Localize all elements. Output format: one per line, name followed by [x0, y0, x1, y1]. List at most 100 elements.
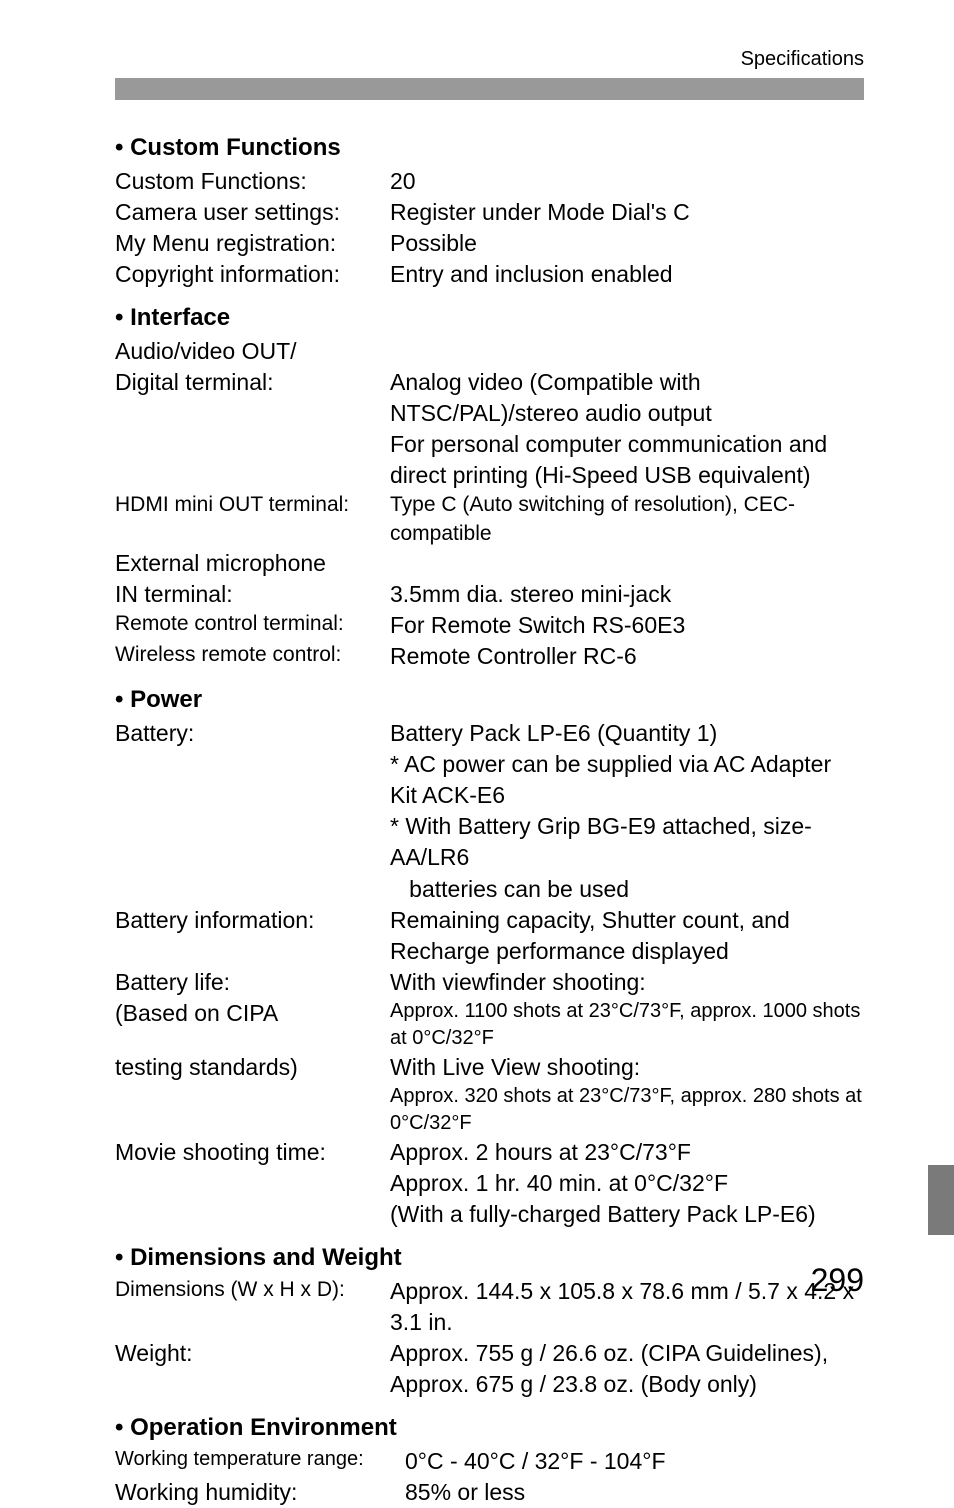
spec-label: My Menu registration: — [115, 228, 390, 259]
spec-row: Audio/video OUT/ — [115, 336, 864, 367]
section-custom-functions: Custom Functions: 20 Camera user setting… — [115, 166, 864, 290]
spec-row: Copyright information: Entry and inclusi… — [115, 259, 864, 290]
section-title-custom-functions: • Custom Functions — [115, 134, 864, 162]
spec-label: IN terminal: — [115, 579, 390, 610]
spec-row: Camera user settings: Register under Mod… — [115, 197, 864, 228]
spec-row: Custom Functions: 20 — [115, 166, 864, 197]
spec-label: Battery: — [115, 718, 390, 749]
spec-value: For Remote Switch RS-60E3 — [390, 610, 864, 641]
spec-value: Type C (Auto switching of resolution), C… — [390, 491, 864, 548]
spec-row: Approx. 675 g / 23.8 oz. (Body only) — [115, 1369, 864, 1400]
spec-label — [115, 1369, 390, 1400]
spec-label: External microphone — [115, 548, 390, 579]
spec-label: Copyright information: — [115, 259, 390, 290]
spec-value: Possible — [390, 228, 864, 259]
spec-row: Battery information: Remaining capacity,… — [115, 905, 864, 967]
spec-value — [390, 336, 864, 367]
spec-label: Custom Functions: — [115, 166, 390, 197]
spec-value: Remaining capacity, Shutter count, and R… — [390, 905, 864, 967]
spec-row: Weight: Approx. 755 g / 26.6 oz. (CIPA G… — [115, 1338, 864, 1369]
spec-label: Wireless remote control: — [115, 641, 390, 672]
spec-value: Approx. 2 hours at 23°C/73°F — [390, 1137, 864, 1168]
section-power: Battery: Battery Pack LP-E6 (Quantity 1)… — [115, 718, 864, 1230]
spec-value — [390, 548, 864, 579]
section-dimensions: Dimensions (W x H x D): Approx. 144.5 x … — [115, 1276, 864, 1400]
spec-value: 85% or less — [405, 1477, 864, 1508]
spec-label — [115, 1199, 390, 1230]
section-title-dimensions: • Dimensions and Weight — [115, 1244, 864, 1272]
side-tab — [928, 1165, 954, 1235]
spec-label: Weight: — [115, 1338, 390, 1369]
running-head: Specifications — [741, 48, 864, 71]
spec-value: Remote Controller RC-6 — [390, 641, 864, 672]
spec-row: Battery life: With viewfinder shooting: — [115, 967, 864, 998]
spec-row: testing standards) With Live View shooti… — [115, 1052, 864, 1083]
section-title-operation: • Operation Environment — [115, 1414, 864, 1442]
section-title-power: • Power — [115, 686, 864, 714]
spec-value: Approx. 320 shots at 23°C/73°F, approx. … — [390, 1083, 864, 1137]
spec-label: Working temperature range: — [115, 1446, 405, 1477]
spec-row: Movie shooting time: Approx. 2 hours at … — [115, 1137, 864, 1168]
spec-value: Analog video (Compatible with NTSC/PAL)/… — [390, 367, 864, 429]
spec-value: With viewfinder shooting: — [390, 967, 864, 998]
spec-value: Approx. 1 hr. 40 min. at 0°C/32°F — [390, 1168, 864, 1199]
spec-value: With Live View shooting: — [390, 1052, 864, 1083]
spec-value: Approx. 144.5 x 105.8 x 78.6 mm / 5.7 x … — [390, 1276, 864, 1338]
spec-label — [115, 811, 390, 904]
spec-value: Approx. 1100 shots at 23°C/73°F, approx.… — [390, 998, 864, 1052]
header-bar — [115, 78, 864, 100]
spec-row: My Menu registration: Possible — [115, 228, 864, 259]
spec-row: IN terminal: 3.5mm dia. stereo mini-jack — [115, 579, 864, 610]
spec-value: For personal computer communication and … — [390, 429, 864, 491]
spec-row: * AC power can be supplied via AC Adapte… — [115, 749, 864, 811]
spec-row: For personal computer communication and … — [115, 429, 864, 491]
spec-row: (Based on CIPA Approx. 1100 shots at 23°… — [115, 998, 864, 1052]
section-title-interface: • Interface — [115, 304, 864, 332]
spec-value: 3.5mm dia. stereo mini-jack — [390, 579, 864, 610]
spec-label: testing standards) — [115, 1052, 390, 1083]
spec-value: (With a fully-charged Battery Pack LP-E6… — [390, 1199, 864, 1230]
spec-value: Entry and inclusion enabled — [390, 259, 864, 290]
spec-value: Battery Pack LP-E6 (Quantity 1) — [390, 718, 864, 749]
spec-value: Approx. 755 g / 26.6 oz. (CIPA Guideline… — [390, 1338, 864, 1369]
spec-row: Remote control terminal: For Remote Swit… — [115, 610, 864, 641]
spec-label: Digital terminal: — [115, 367, 390, 429]
spec-label — [115, 429, 390, 491]
spec-value: 0°C - 40°C / 32°F - 104°F — [405, 1446, 864, 1477]
spec-row: Approx. 1 hr. 40 min. at 0°C/32°F — [115, 1168, 864, 1199]
spec-label: Working humidity: — [115, 1477, 405, 1508]
spec-row: External microphone — [115, 548, 864, 579]
spec-row: Wireless remote control: Remote Controll… — [115, 641, 864, 672]
spec-row: Dimensions (W x H x D): Approx. 144.5 x … — [115, 1276, 864, 1338]
spec-value: * With Battery Grip BG-E9 attached, size… — [390, 811, 864, 904]
page-number: 299 — [811, 1262, 864, 1299]
section-operation: Working temperature range: 0°C - 40°C / … — [115, 1446, 864, 1508]
spec-value: Approx. 675 g / 23.8 oz. (Body only) — [390, 1369, 864, 1400]
spec-row: Approx. 320 shots at 23°C/73°F, approx. … — [115, 1083, 864, 1137]
spec-label: Battery information: — [115, 905, 390, 967]
spec-label: HDMI mini OUT terminal: — [115, 491, 390, 548]
spec-row: * With Battery Grip BG-E9 attached, size… — [115, 811, 864, 904]
page-root: Specifications • Custom Functions Custom… — [0, 0, 954, 1345]
spec-label — [115, 1083, 390, 1137]
spec-row: Working humidity: 85% or less — [115, 1477, 864, 1508]
spec-label — [115, 749, 390, 811]
spec-label: (Based on CIPA — [115, 998, 390, 1052]
spec-label: Audio/video OUT/ — [115, 336, 390, 367]
spec-row: HDMI mini OUT terminal: Type C (Auto swi… — [115, 491, 864, 548]
spec-row: Working temperature range: 0°C - 40°C / … — [115, 1446, 864, 1477]
spec-value: Register under Mode Dial's C — [390, 197, 864, 228]
spec-label: Movie shooting time: — [115, 1137, 390, 1168]
spec-row: Digital terminal: Analog video (Compatib… — [115, 367, 864, 429]
spec-value: 20 — [390, 166, 864, 197]
spec-row: (With a fully-charged Battery Pack LP-E6… — [115, 1199, 864, 1230]
spec-row: Battery: Battery Pack LP-E6 (Quantity 1) — [115, 718, 864, 749]
spec-label: Remote control terminal: — [115, 610, 390, 641]
content-area: • Custom Functions Custom Functions: 20 … — [115, 120, 864, 1508]
section-interface: Audio/video OUT/ Digital terminal: Analo… — [115, 336, 864, 672]
spec-label: Battery life: — [115, 967, 390, 998]
spec-label — [115, 1168, 390, 1199]
spec-label: Camera user settings: — [115, 197, 390, 228]
spec-label: Dimensions (W x H x D): — [115, 1276, 390, 1338]
spec-value: * AC power can be supplied via AC Adapte… — [390, 749, 864, 811]
